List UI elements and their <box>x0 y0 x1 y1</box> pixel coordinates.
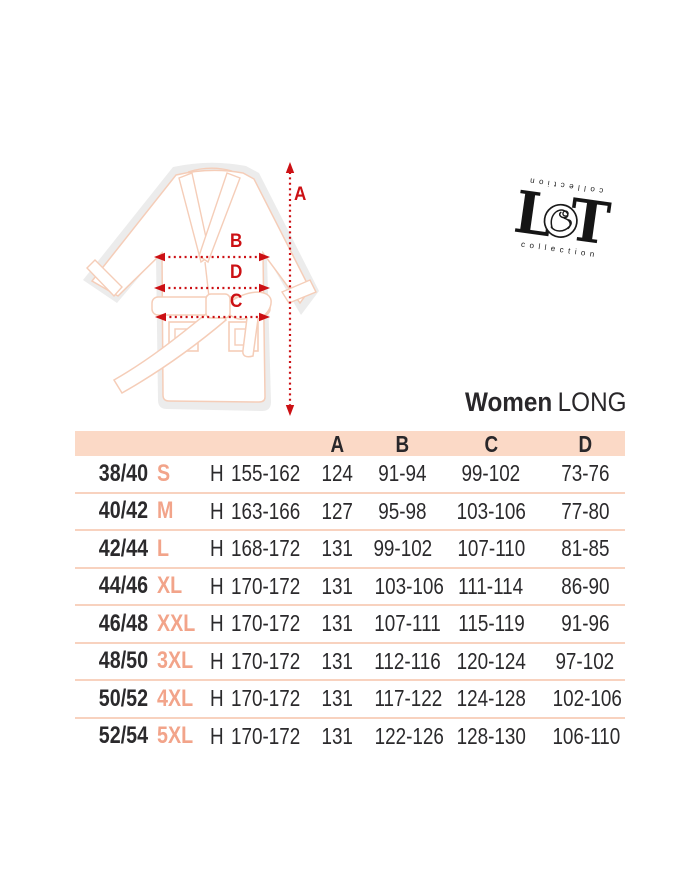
table-row: 44/46 XL H 170-172 131 103-106 111-114 86… <box>75 566 625 605</box>
size-table-body: 38/40 S H 155-162 124 91-94 99-102 73-76 … <box>75 456 625 754</box>
title-gender: Women <box>465 387 553 417</box>
size-label: L <box>157 534 170 562</box>
column-header-c: C <box>484 431 498 457</box>
value-b: 99-102 <box>373 535 433 562</box>
table-row: 40/42 M H 163-166 127 95-98 103-106 77-80 <box>75 491 625 530</box>
robe-measurement-diagram: A B D C <box>70 150 330 430</box>
value-c: 111-114 <box>458 572 524 599</box>
height-prefix: H <box>210 497 224 524</box>
size-eu: 40/42 <box>98 497 148 525</box>
table-row: 48/50 3XL H 170-172 131 112-116 120-124 9… <box>75 641 625 680</box>
height-range: 170-172 <box>231 647 301 674</box>
measure-label-d: D <box>230 262 243 283</box>
column-header-b: B <box>395 431 409 457</box>
height-range: 163-166 <box>231 497 301 524</box>
value-c: 120-124 <box>456 647 526 674</box>
lt-collection-logo: collection L T collection <box>492 172 630 281</box>
value-a: 127 <box>321 497 353 524</box>
height-range: 170-172 <box>231 722 301 749</box>
height-range: 168-172 <box>231 535 301 562</box>
size-label: 4XL <box>157 684 194 712</box>
table-row: 50/52 4XL H 170-172 131 117-122 124-128 1… <box>75 679 625 717</box>
value-a: 131 <box>321 535 353 562</box>
column-header-d: D <box>578 431 592 457</box>
value-c: 107-110 <box>457 535 525 562</box>
size-label: M <box>157 497 174 525</box>
size-eu: 52/54 <box>98 722 148 750</box>
height-prefix: H <box>210 722 224 749</box>
size-eu: 42/44 <box>98 534 148 562</box>
table-row: 42/44 L H 168-172 131 99-102 107-110 81-8… <box>75 529 625 567</box>
size-eu: 38/40 <box>98 459 148 487</box>
size-label: S <box>157 459 171 487</box>
value-d: 73-76 <box>560 460 610 487</box>
size-eu: 48/50 <box>98 647 148 675</box>
value-c: 103-106 <box>456 497 526 524</box>
value-b: 122-126 <box>374 722 444 749</box>
height-prefix: H <box>210 460 224 487</box>
height-range: 170-172 <box>231 572 301 599</box>
value-c: 124-128 <box>456 685 526 712</box>
size-label: XXL <box>157 609 196 637</box>
table-row: 52/54 5XL H 170-172 131 122-126 128-130 1… <box>75 716 625 755</box>
size-table: A B C D 38/40 S H 155-162 124 91-94 99-10… <box>75 431 625 754</box>
title-length: LONG <box>558 387 627 417</box>
height-prefix: H <box>210 685 224 712</box>
value-a: 131 <box>321 572 353 599</box>
value-b: 117-122 <box>374 685 443 712</box>
size-table-header: A B C D <box>75 431 625 457</box>
height-range: 155-162 <box>231 460 301 487</box>
measure-label-b: B <box>230 231 243 252</box>
value-b: 95-98 <box>377 497 427 524</box>
page-title: Women LONG <box>465 389 627 416</box>
height-prefix: H <box>210 572 224 599</box>
size-eu: 44/46 <box>98 572 148 600</box>
size-eu: 50/52 <box>98 684 148 712</box>
value-c: 99-102 <box>461 460 521 487</box>
value-b: 112-116 <box>374 647 441 674</box>
value-b: 103-106 <box>374 572 444 599</box>
value-d: 106-110 <box>552 722 621 749</box>
column-header-a: A <box>330 431 344 457</box>
value-c: 115-119 <box>457 610 525 637</box>
height-range: 170-172 <box>231 610 301 637</box>
value-d: 91-96 <box>560 610 610 637</box>
value-d: 77-80 <box>560 497 610 524</box>
measure-label-a: A <box>294 184 307 205</box>
value-a: 131 <box>321 685 353 712</box>
height-range: 170-172 <box>231 685 301 712</box>
value-d: 86-90 <box>560 572 610 599</box>
bathrobe-illustration <box>83 162 319 416</box>
swan-icon <box>543 203 578 238</box>
value-b: 107-111 <box>374 610 441 637</box>
logo-letters: L T <box>496 178 628 259</box>
value-a: 124 <box>321 460 353 487</box>
table-row: 38/40 S H 155-162 124 91-94 99-102 73-76 <box>75 456 625 492</box>
value-d: 97-102 <box>555 647 615 674</box>
size-eu: 46/48 <box>98 609 148 637</box>
height-prefix: H <box>210 610 224 637</box>
size-label: 5XL <box>157 722 194 750</box>
value-a: 131 <box>321 610 353 637</box>
size-label: XL <box>157 572 183 600</box>
value-d: 102-106 <box>552 685 622 712</box>
value-b: 91-94 <box>377 460 427 487</box>
value-c: 128-130 <box>456 722 526 749</box>
table-row: 46/48 XXL H 170-172 131 107-111 115-119 9… <box>75 604 625 642</box>
height-prefix: H <box>210 647 224 674</box>
value-a: 131 <box>321 722 353 749</box>
size-label: 3XL <box>157 647 194 675</box>
value-d: 81-85 <box>560 535 610 562</box>
measure-label-c: C <box>230 291 243 312</box>
height-prefix: H <box>210 535 224 562</box>
value-a: 131 <box>321 647 353 674</box>
